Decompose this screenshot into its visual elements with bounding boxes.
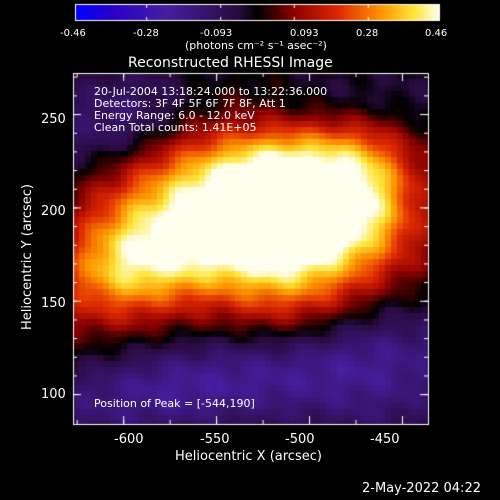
colorbar-units: (photons cm⁻² s⁻¹ asec⁻²) bbox=[185, 39, 327, 52]
colorbar-tick-3: -0.093 bbox=[200, 28, 233, 39]
y-axis-label: Heliocentric Y (arcsec) bbox=[20, 184, 35, 330]
colorbar-tick-6: 0.46 bbox=[425, 28, 448, 39]
x-tick-1: -600 bbox=[114, 432, 144, 447]
info-detectors: Detectors: 3F 4F 5F 6F 7F 8F, Att 1 bbox=[94, 97, 286, 110]
x-tick-2: -550 bbox=[200, 432, 230, 447]
peak-position: Position of Peak = [-544,190] bbox=[94, 397, 255, 410]
colorbar-tick-1: -0.46 bbox=[60, 28, 86, 39]
colorbar-tick-5: 0.28 bbox=[356, 28, 379, 39]
y-tick-4: 100 bbox=[41, 387, 66, 402]
y-tick-2: 200 bbox=[41, 204, 66, 219]
y-tick-1: 250 bbox=[41, 112, 66, 127]
colorbar-tick-4: 0.093 bbox=[290, 28, 319, 39]
colorbar-tick-2: -0.28 bbox=[133, 28, 159, 39]
x-axis-label: Heliocentric X (arcsec) bbox=[175, 449, 322, 464]
chart-title: Reconstructed RHESSI Image bbox=[128, 55, 333, 71]
info-time: 20-Jul-2004 13:18:24.000 to 13:22:36.000 bbox=[94, 85, 328, 98]
info-clean: Clean Total counts: 1.41E+05 bbox=[94, 121, 257, 134]
x-tick-3: -500 bbox=[285, 432, 315, 447]
y-tick-3: 150 bbox=[41, 296, 66, 311]
x-tick-4: -450 bbox=[370, 432, 400, 447]
footer-date: 2-May-2022 04:22 bbox=[362, 481, 481, 496]
info-energy: Energy Range: 6.0 - 12.0 keV bbox=[94, 109, 255, 122]
